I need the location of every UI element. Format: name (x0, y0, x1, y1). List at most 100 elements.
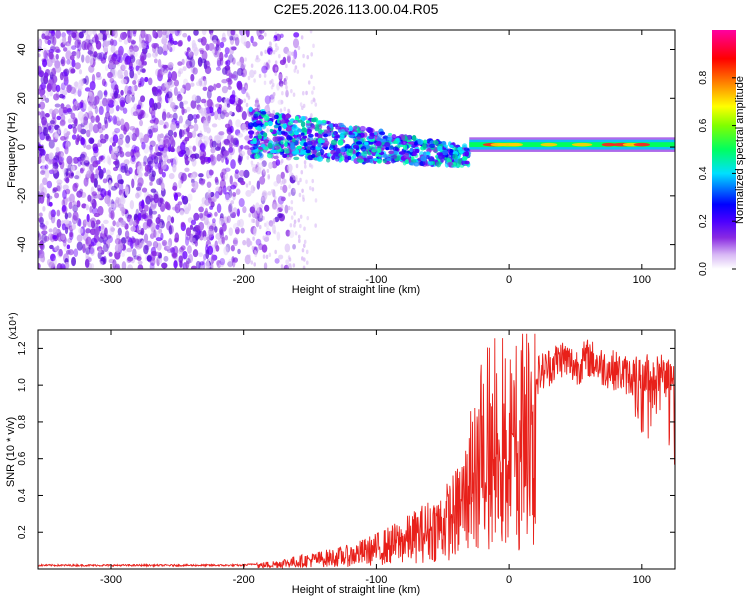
heatmap-cell (42, 177, 48, 186)
heatmap-cell (50, 213, 56, 224)
heatmap-cell (251, 245, 255, 251)
heatmap-cell (172, 206, 179, 211)
heatmap-cell (255, 120, 262, 124)
heatmap-cell (119, 104, 124, 111)
heatmap-cell (273, 229, 277, 235)
heatmap-cell (77, 111, 84, 121)
heatmap-cell (85, 247, 91, 255)
heatmap-cell (157, 58, 162, 68)
snr-frame (37, 329, 676, 570)
heatmap-cell (158, 155, 163, 161)
heatmap-cell (38, 156, 42, 164)
heatmap-cell (293, 68, 297, 73)
heatmap-cell (200, 36, 207, 46)
heatmap-cell (252, 204, 256, 214)
heatmap-cell (158, 119, 165, 126)
heatmap-cell (181, 195, 185, 201)
heatmap-cell (228, 146, 235, 156)
heatmap-cell (219, 179, 226, 189)
heatmap-cell (257, 115, 263, 120)
heatmap-cell (329, 123, 334, 129)
heatmap-cell (95, 115, 101, 123)
heatmap-cell (109, 203, 116, 208)
heatmap-cell (152, 123, 158, 133)
heatmap-cell (198, 206, 204, 213)
heatmap-cell (131, 155, 136, 163)
heatmap-cell (91, 191, 98, 197)
heatmap-cell (113, 90, 119, 99)
heatmap-cell (161, 37, 168, 45)
heatmap-cell (153, 193, 159, 204)
heatmap-cell (259, 213, 263, 219)
heatmap-cell (199, 134, 206, 140)
heatmap-cell (68, 66, 75, 74)
heatmap-cell (278, 73, 283, 79)
hot-spot (633, 142, 651, 147)
heatmap-cell (422, 139, 428, 144)
heatmap-cell (461, 156, 468, 161)
heatmap-cell (192, 249, 199, 258)
heatmap-cell (179, 260, 183, 268)
heatmap-cell (72, 211, 79, 221)
heatmap-cell (124, 163, 129, 174)
heatmap-cell (268, 95, 275, 104)
heatmap-cell (191, 265, 197, 269)
heatmap-cell (114, 127, 121, 134)
heatmap-cell (86, 213, 90, 223)
colorbar-ticks: 0.0 0.2 0.4 0.6 0.8 (698, 70, 736, 276)
x-tick-label: 100 (633, 574, 651, 586)
heatmap-cell (178, 179, 182, 189)
heatmap-cell (299, 223, 302, 229)
heatmap-cell (290, 88, 293, 94)
heatmap-cell (83, 177, 89, 187)
heatmap-cell (156, 93, 161, 103)
heatmap-cell (229, 46, 234, 55)
heatmap-cell (172, 163, 177, 173)
heatmap-cell (169, 158, 174, 163)
heatmap-cell (249, 133, 253, 139)
heatmap-cell (174, 203, 181, 214)
heatmap-cell (212, 195, 217, 203)
chart-title: C2E5.2026.113.00.04.R05 (274, 1, 439, 17)
heatmap-cell (392, 146, 399, 152)
heatmap-cell (151, 86, 157, 93)
heatmap-cell (400, 134, 406, 141)
heatmap-cell (90, 217, 97, 224)
heatmap-cell (104, 227, 108, 237)
heatmap-cell (139, 76, 145, 87)
heatmap-cell (116, 234, 121, 241)
heatmap-cell (288, 184, 291, 189)
heatmap-cell (97, 187, 104, 192)
heatmap-cell (49, 68, 54, 75)
heatmap-cell (231, 46, 237, 51)
heatmap-cell (85, 34, 91, 43)
heatmap-cell (248, 180, 252, 186)
heatmap-cell (175, 30, 181, 37)
heatmap-cell (103, 90, 108, 96)
heatmap-cell (80, 116, 85, 125)
heatmap-cell (132, 79, 137, 85)
heatmap-cell (302, 243, 306, 248)
heatmap-cell (273, 195, 277, 200)
heatmap-cell (39, 101, 46, 110)
heatmap-cell (99, 133, 104, 141)
heatmap-cell (207, 189, 212, 199)
heatmap-cell (174, 232, 180, 243)
heatmap-cell (150, 108, 156, 119)
heatmap-cell (285, 259, 290, 265)
heatmap-cell (274, 124, 279, 129)
heatmap-cell (156, 242, 162, 251)
heatmap-cell (38, 262, 41, 269)
heatmap-cell (250, 63, 254, 68)
heatmap-cell (253, 113, 259, 119)
heatmap-cell (87, 194, 92, 202)
heatmap-cell (83, 219, 88, 225)
heatmap-cell (74, 182, 79, 189)
snr-plot (38, 333, 675, 569)
heatmap-cell (125, 151, 132, 157)
heatmap-cell (112, 146, 119, 154)
heatmap-cell (156, 85, 163, 93)
heatmap-cell (111, 142, 116, 147)
heatmap-cell (109, 77, 115, 84)
